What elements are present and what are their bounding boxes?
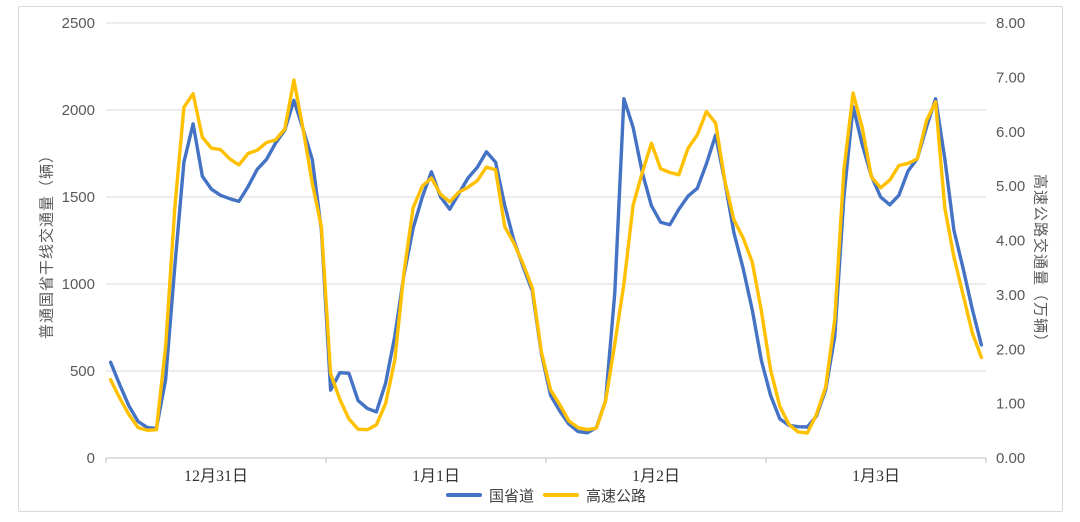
legend-item-expressway[interactable]: 高速公路 (543, 485, 646, 506)
legend-swatch-national-roads (445, 493, 482, 497)
y-right-tick-label: 6.00 (996, 124, 1025, 141)
x-axis-day-label: 1月1日 (412, 468, 460, 485)
chart-frame-border (18, 6, 1063, 512)
y-left-tick-label: 2000 (62, 102, 95, 119)
y-right-tick-label: 5.00 (996, 178, 1025, 195)
series-line-expressway[interactable] (108, 78, 984, 435)
y-left-tick-label: 500 (70, 363, 95, 380)
y-right-tick-label: 1.00 (996, 396, 1025, 413)
y-left-tick-label: 1000 (62, 276, 95, 293)
series-line-national-roads[interactable] (108, 96, 984, 435)
x-axis-day-label: 12月31日 (184, 468, 248, 485)
chart-legend: 国省道 高速公路 (106, 484, 986, 506)
x-axis-day-label: 1月3日 (852, 468, 900, 485)
legend-label-expressway: 高速公路 (586, 487, 647, 505)
y-left-tick-label: 2500 (62, 15, 95, 32)
legend-label-national-roads: 国省道 (488, 487, 534, 505)
x-axis-day-label: 1月2日 (632, 468, 680, 485)
y-right-tick-label: 2.00 (996, 341, 1025, 358)
legend-item-national-roads[interactable]: 国省道 (445, 485, 534, 506)
y-right-tick-label: 8.00 (996, 15, 1025, 32)
y-right-tick-label: 3.00 (996, 287, 1025, 304)
legend-swatch-expressway (543, 493, 579, 497)
y-right-tick-label: 0.00 (996, 450, 1025, 467)
y-right-axis-title: 高速公路交通量（万辆） (1031, 173, 1049, 351)
y-left-tick-label: 1500 (62, 189, 95, 206)
y-left-axis-title: 普通国省干线交通量（辆） (38, 146, 56, 340)
y-right-tick-label: 4.00 (996, 233, 1025, 250)
y-right-tick-label: 7.00 (996, 69, 1025, 86)
y-left-tick-label: 0 (87, 450, 95, 467)
